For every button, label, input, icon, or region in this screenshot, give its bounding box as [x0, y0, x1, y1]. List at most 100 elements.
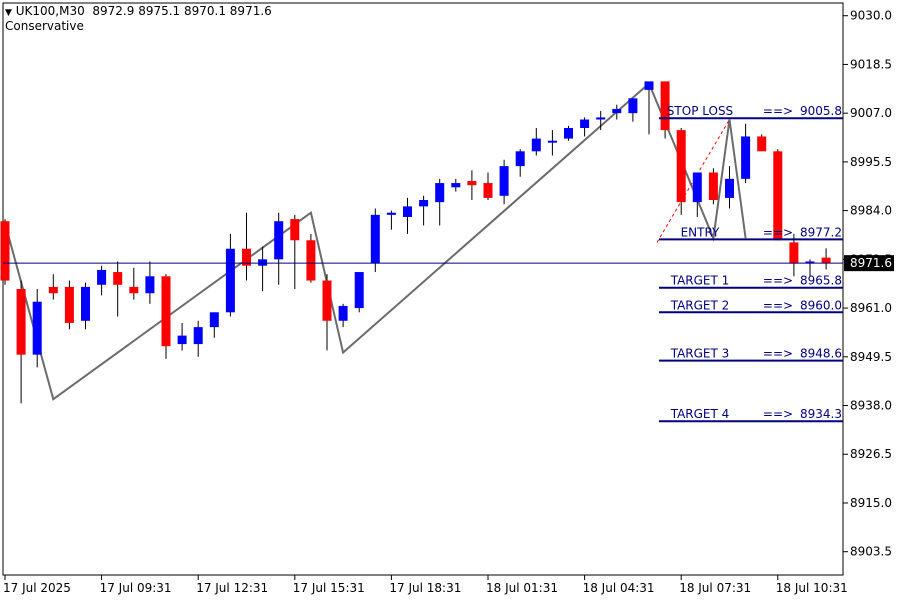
collapse-arrow-icon[interactable]: ▼ — [5, 8, 12, 18]
indicator-name: Conservative — [5, 19, 84, 33]
level-value: 8977.2 — [800, 225, 842, 239]
level-target-1: TARGET 1 ==> 8965.8 — [659, 274, 843, 289]
level-name: TARGET 1 — [670, 274, 730, 288]
candle-body — [370, 214, 380, 264]
level-arrow: ==> — [763, 407, 793, 421]
candle — [145, 261, 155, 304]
level-name: ENTRY — [681, 225, 720, 239]
candle-body — [467, 180, 477, 186]
candle-body — [580, 119, 590, 128]
zigzag-layer — [4, 81, 747, 401]
y-tick-label: 8926.5 — [850, 447, 892, 461]
level-target-2: TARGET 2 ==> 8960.0 — [659, 298, 843, 314]
candle-body — [113, 272, 123, 285]
candle — [386, 210, 396, 230]
candle — [403, 197, 412, 234]
ohlc-readout: 8972.9 8975.1 8970.1 8971.6 — [92, 4, 272, 18]
level-name: STOP LOSS — [667, 104, 733, 118]
candle — [161, 274, 171, 359]
candle — [499, 159, 509, 205]
candle — [821, 248, 831, 270]
y-tick-label: 9007.0 — [850, 106, 892, 120]
candle-body — [741, 136, 751, 179]
level-value: 8948.6 — [800, 347, 842, 361]
level-entry: ENTRY ==> 8977.2 — [659, 225, 843, 241]
x-tick-label: 18 Jul 04:31 — [583, 581, 655, 595]
candle — [725, 166, 734, 209]
candle-body — [16, 289, 26, 355]
candle — [612, 104, 622, 120]
candle — [16, 280, 26, 404]
candle — [322, 274, 332, 351]
x-tick-label: 17 Jul 18:31 — [389, 581, 461, 595]
level-arrow: ==> — [763, 347, 793, 361]
candle — [225, 233, 235, 317]
candle — [467, 170, 477, 201]
x-tick-label: 17 Jul 12:31 — [196, 581, 268, 595]
candle — [660, 81, 670, 139]
candle-body — [821, 257, 831, 264]
current-price-label: 8971.6 — [850, 256, 892, 270]
candle — [628, 98, 638, 122]
candle — [483, 172, 493, 201]
candle-body — [773, 151, 783, 241]
candle — [805, 259, 815, 277]
candle — [129, 267, 139, 300]
candle — [97, 265, 107, 296]
candle — [209, 312, 219, 338]
candle — [242, 212, 251, 281]
candle — [274, 212, 284, 285]
candle — [177, 322, 187, 351]
level-value: 8934.3 — [800, 407, 842, 421]
candle-body — [805, 261, 815, 264]
x-tick-label: 18 Jul 01:31 — [486, 581, 558, 595]
candle-body — [708, 172, 718, 201]
candle — [676, 127, 686, 215]
candle — [692, 172, 702, 217]
level-target-4: TARGET 4 ==> 8934.3 — [659, 407, 843, 423]
y-tick-label: 8915.0 — [850, 496, 892, 510]
candle-body — [789, 242, 799, 264]
level-name: TARGET 3 — [670, 347, 730, 361]
candle-body — [129, 286, 139, 294]
zigzag-line — [4, 81, 747, 401]
x-tick-label: 18 Jul 10:31 — [776, 581, 848, 595]
candles-layer — [0, 81, 831, 404]
candle-body — [435, 183, 445, 203]
candle — [580, 117, 590, 137]
candle — [338, 303, 348, 328]
candle — [757, 134, 767, 152]
candle-body — [258, 259, 268, 266]
y-tick-label: 8984.0 — [850, 204, 892, 218]
level-arrow: ==> — [763, 225, 793, 239]
candle-body — [338, 305, 348, 321]
candle — [32, 289, 42, 368]
x-tick-label: 18 Jul 07:31 — [679, 581, 751, 595]
candle-body — [547, 140, 557, 143]
candle-body — [274, 221, 284, 260]
candle-body — [676, 130, 686, 203]
candle-body — [0, 221, 10, 281]
candle — [564, 125, 573, 141]
level-stop-loss: STOP LOSS ==> 9005.8 — [659, 104, 843, 120]
candle — [0, 219, 10, 285]
x-tick-label: 17 Jul 09:31 — [100, 581, 172, 595]
y-tick-label: 8903.5 — [850, 545, 892, 559]
candle — [290, 214, 300, 289]
candle — [741, 123, 751, 184]
level-value: 9005.8 — [800, 104, 842, 118]
candle-body — [177, 335, 187, 345]
level-arrow: ==> — [763, 274, 793, 288]
candle — [81, 282, 90, 330]
candle — [708, 168, 718, 205]
candle-body — [515, 151, 525, 167]
candle — [531, 127, 541, 156]
candle — [596, 111, 606, 131]
candle-body — [32, 301, 42, 355]
candle-body — [403, 206, 412, 217]
candle-body — [386, 212, 396, 215]
candle — [370, 208, 380, 273]
candle-body — [322, 280, 332, 321]
candle-body — [354, 272, 364, 309]
